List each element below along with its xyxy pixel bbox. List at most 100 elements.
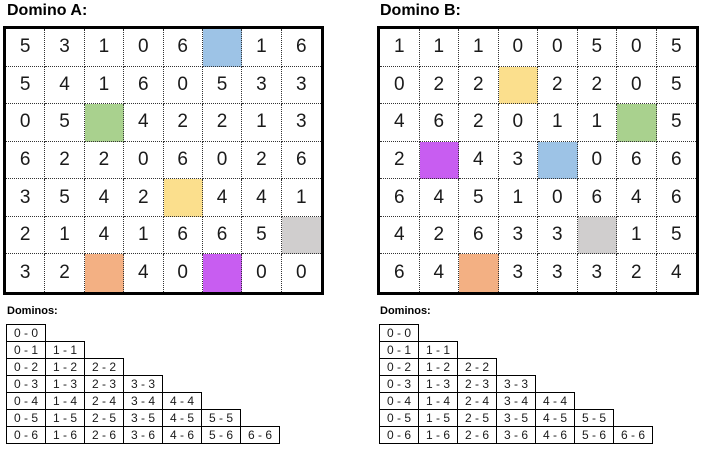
grid-cell: 1 [380,29,420,67]
grid-cell: 5 [242,216,282,255]
domino-cell: 0 - 6 [379,426,419,444]
grid-cell: 0 [538,179,578,217]
grid-cell: 6 [163,216,203,255]
grid-cell: 0 [163,66,203,105]
domino-row: 0 - 0 [379,324,653,342]
domino-cell: 2 - 3 [84,375,124,393]
grid-cell: 0 [617,66,657,105]
domino-cell: 2 - 5 [457,409,497,427]
grid-cell: 1 [242,104,282,142]
domino-cell: 0 - 3 [379,375,419,393]
grid-cell: 0 [498,104,538,142]
grid-cell: 2 [45,141,85,180]
grid-cell: 2 [163,104,203,142]
grid-cell: 3 [538,254,578,292]
grid-cell: 0 [538,29,578,67]
dominos-b-label: Dominos: [380,305,431,317]
domino-cell: 2 - 2 [84,358,124,376]
grid-cell: 3 [498,141,538,180]
grid-cell: 5 [656,29,696,67]
domino-cell: 5 - 5 [201,409,241,427]
domino-cell: 1 - 3 [418,375,458,393]
panel-b-title: Domino B: [380,2,461,19]
domino-cell: 1 - 1 [418,341,458,359]
grid-cell: 5 [45,104,85,142]
domino-cell: 0 - 5 [379,409,419,427]
domino-cell: 1 - 3 [45,375,85,393]
domino-cell: 2 - 4 [457,392,497,410]
domino-cell: 3 - 4 [123,392,163,410]
grid-cell: 2 [459,66,499,105]
domino-cell: 4 - 6 [535,426,575,444]
grid-cell: 4 [670,262,682,284]
grid-cell: 2 [84,141,125,180]
domino-cell: 2 - 6 [457,426,497,444]
grid-cell: 4 [380,104,420,142]
domino-cell: 0 - 2 [6,358,46,376]
grid-cell: 5 [45,179,85,217]
domino-cell: 0 - 0 [6,324,46,342]
grid-cell: 3 [499,254,538,292]
grid-cell: 0 [380,66,420,105]
grid-cell: 1 [45,216,85,255]
domino-cell: 2 - 6 [84,426,124,444]
colored-cell-green [84,104,125,142]
grid-cell: 0 [202,141,243,180]
domino-cell: 2 - 3 [457,375,497,393]
domino-cell: 1 - 4 [45,392,85,410]
grid-cell: 6 [656,179,696,217]
grid-cell: 1 [84,29,125,67]
grid-cell: 5 [6,29,46,67]
colored-cell-blue [202,29,243,67]
panel-a-title: Domino A: [7,2,88,19]
grid-cell: 2 [419,66,459,105]
grid-cell: 6 [459,216,499,255]
domino-cell: 4 - 4 [162,392,202,410]
grid-cell: 4 [202,179,243,217]
domino-cell: 6 - 6 [240,426,280,444]
grid-cell: 6 [124,66,164,105]
colored-cell-green [617,104,657,142]
domino-cell: 3 - 6 [496,426,536,444]
grid-cell: 2 [202,104,243,142]
grid-cell: 6 [577,179,617,217]
grid-cell: 2 [538,66,578,105]
domino-cell: 1 - 2 [45,358,85,376]
grid-cell: 6 [281,142,321,180]
grid-cell: 6 [656,142,696,180]
grid-cell: 6 [163,29,203,67]
grid-cell: 0 [296,262,307,284]
domino-cell: 0 - 4 [6,392,46,410]
domino-cell: 4 - 6 [162,426,202,444]
domino-cell: 0 - 6 [6,426,46,444]
domino-cell: 1 - 5 [45,409,85,427]
domino-cell: 2 - 2 [457,358,497,376]
grid-cell: 0 [164,254,203,292]
grid-cell: 6 [419,104,459,142]
grid-cell: 5 [202,66,243,105]
grid-cell: 5 [6,66,46,105]
colored-cell-gray [281,216,321,255]
domino-cell: 0 - 3 [6,375,46,393]
domino-cell: 1 - 1 [45,341,85,359]
domino-row: 0 - 0 [6,324,280,342]
grid-cell: 3 [281,104,321,142]
grid-cell: 0 [6,104,46,142]
domino-cell: 0 - 0 [379,324,419,342]
domino-cell: 5 - 6 [201,426,241,444]
grid-cell: 2 [380,141,420,180]
grid-cell: 4 [84,216,125,255]
grid-cell: 2 [6,216,46,255]
